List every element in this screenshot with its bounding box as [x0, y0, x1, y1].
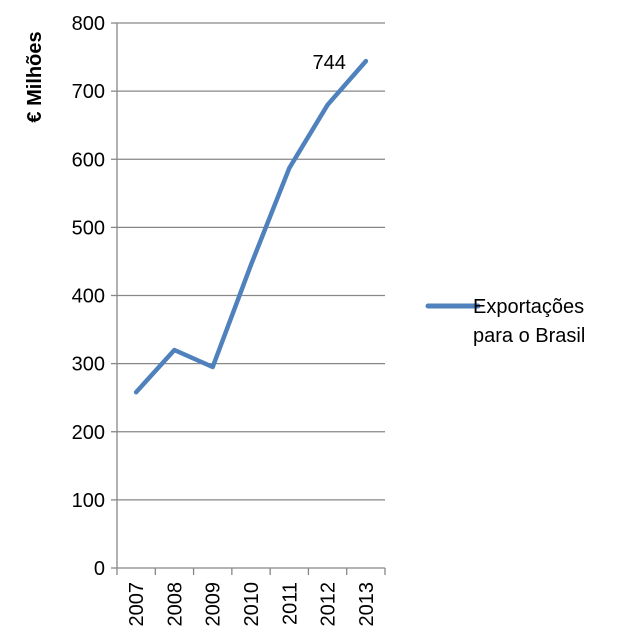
- x-tick-labels: 2007 2008 2009 2010 2011 2012 2013: [126, 582, 378, 627]
- y-tick-label-600: 600: [72, 149, 105, 171]
- series-line-0: [133, 58, 369, 395]
- legend-label-line-1: Exportações: [473, 296, 584, 318]
- y-tick-label-700: 700: [72, 81, 105, 103]
- legend-label-series-0: Exportações para o Brasil: [473, 296, 590, 347]
- x-tick-label-2011: 2011: [279, 582, 301, 625]
- axes: [111, 22, 386, 575]
- x-tick-label-2008: 2008: [164, 582, 186, 627]
- x-tick-label-2012: 2012: [318, 582, 340, 627]
- y-tick-labels: 0 100 200 300 400 500 600 700 800: [72, 13, 105, 580]
- data-label-744: 744: [312, 52, 345, 74]
- y-tick-label-400: 400: [72, 286, 105, 308]
- x-tick-label-2010: 2010: [241, 582, 263, 627]
- data-labels: 744: [312, 52, 345, 74]
- legend-label-line-2: para o Brasil: [473, 325, 585, 347]
- y-tick-label-500: 500: [72, 217, 105, 239]
- x-tick-label-2009: 2009: [203, 582, 225, 627]
- y-tick-label-0: 0: [94, 558, 105, 580]
- legend: Exportações para o Brasil: [425, 296, 590, 347]
- y-tick-label-200: 200: [72, 422, 105, 444]
- y-tick-label-100: 100: [72, 490, 105, 512]
- y-axis-label: € Milhões: [24, 31, 46, 122]
- y-tick-label-300: 300: [72, 354, 105, 376]
- y-tick-label-800: 800: [72, 13, 105, 35]
- x-tick-label-2007: 2007: [126, 582, 148, 627]
- x-tick-label-2013: 2013: [356, 582, 378, 627]
- series-lines: [133, 58, 369, 395]
